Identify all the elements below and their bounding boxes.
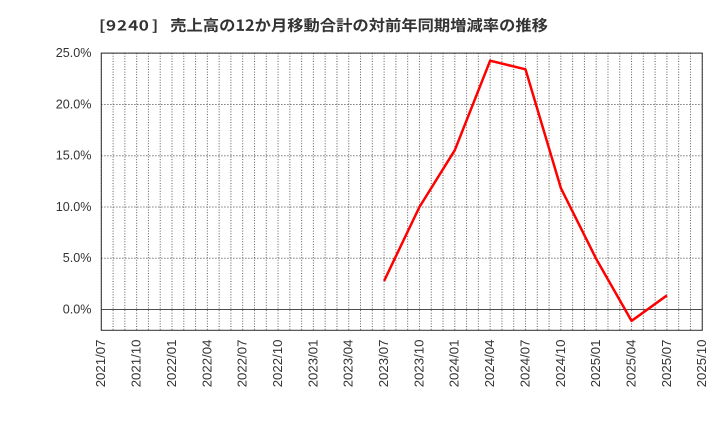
- svg-text:15.0%: 15.0%: [56, 149, 92, 163]
- svg-text:2024/04: 2024/04: [482, 340, 497, 388]
- svg-text:2021/07: 2021/07: [93, 340, 108, 388]
- svg-text:0.0%: 0.0%: [63, 302, 92, 316]
- svg-text:2025/07: 2025/07: [659, 340, 674, 388]
- svg-text:2024/01: 2024/01: [447, 340, 462, 388]
- svg-text:5.0%: 5.0%: [63, 251, 92, 265]
- svg-text:2022/01: 2022/01: [164, 340, 179, 388]
- svg-text:2025/10: 2025/10: [694, 340, 709, 388]
- svg-text:2024/10: 2024/10: [553, 340, 568, 388]
- svg-text:2022/10: 2022/10: [270, 340, 285, 388]
- svg-text:2024/07: 2024/07: [517, 340, 532, 388]
- svg-text:2025/01: 2025/01: [588, 340, 603, 388]
- svg-text:25.0%: 25.0%: [56, 46, 92, 60]
- svg-text:2023/07: 2023/07: [376, 340, 391, 388]
- svg-text:2021/10: 2021/10: [129, 340, 144, 388]
- svg-text:2025/04: 2025/04: [623, 340, 638, 388]
- svg-text:2023/04: 2023/04: [341, 340, 356, 388]
- svg-text:20.0%: 20.0%: [56, 97, 92, 111]
- svg-text:2022/07: 2022/07: [235, 340, 250, 388]
- svg-text:2022/04: 2022/04: [199, 340, 214, 388]
- svg-text:2023/10: 2023/10: [411, 340, 426, 388]
- svg-text:2023/01: 2023/01: [305, 340, 320, 388]
- svg-text:10.0%: 10.0%: [56, 200, 92, 214]
